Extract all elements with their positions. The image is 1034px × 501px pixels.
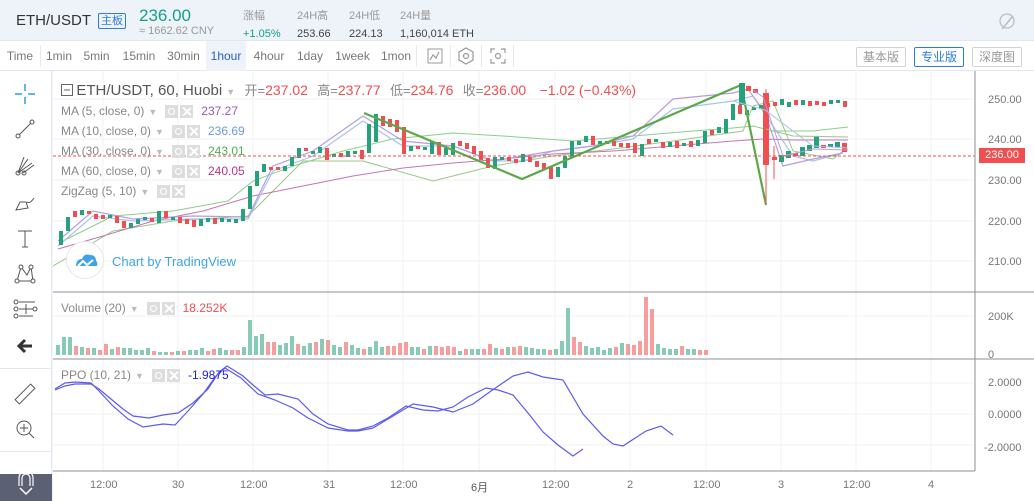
pair-name: ETH/USDT: [16, 12, 91, 29]
brush-icon[interactable]: [10, 188, 40, 218]
board-badge: 主板: [98, 13, 126, 29]
crosshair-icon[interactable]: [10, 79, 40, 109]
settings-icon[interactable]: [171, 125, 185, 139]
tab-1hour[interactable]: 1hour: [206, 41, 246, 71]
close-icon[interactable]: [180, 105, 194, 119]
settings-icon[interactable]: [165, 105, 179, 119]
settings-icon[interactable]: [151, 369, 165, 383]
current-price-tag: 236.00: [979, 148, 1025, 163]
stat-24h-volume: 24H量 1,160,014 ETH: [400, 10, 474, 40]
chart-canvas[interactable]: [53, 71, 1034, 501]
ppo-line: [54, 365, 584, 457]
close-icon[interactable]: [186, 165, 200, 179]
settings-icon[interactable]: [171, 165, 185, 179]
tab-5min[interactable]: 5min: [83, 49, 110, 63]
view-depth-button[interactable]: 深度图: [972, 47, 1022, 67]
chart-type-icon[interactable]: [425, 46, 445, 66]
chart-title: ETH/USDT, 60, Huobi: [76, 82, 223, 99]
stat-24h-low: 24H低 224.13: [349, 10, 383, 40]
fullscreen-icon[interactable]: [488, 46, 508, 66]
close-icon[interactable]: [161, 302, 175, 316]
legend-zigzag: ZigZag (5, 10) ▼: [61, 184, 186, 199]
legend-ma5: MA (5, close, 0) ▼ 237.27: [61, 104, 238, 119]
legend-ma10: MA (10, close, 0) ▼ 236.69: [61, 124, 245, 139]
legend-ma60: MA (60, close, 0) ▼ 240.05: [61, 164, 245, 179]
tab-1mon[interactable]: 1mon: [380, 49, 412, 63]
tradingview-watermark[interactable]: Chart by TradingView: [112, 254, 237, 269]
view-basic-button[interactable]: 基本版: [856, 47, 906, 67]
ruler-icon[interactable]: [10, 379, 40, 409]
tab-1min[interactable]: 1min: [45, 49, 72, 63]
tradingview-logo[interactable]: [66, 241, 104, 279]
close-icon[interactable]: [186, 145, 200, 159]
ticker-header: ETH/USDT 主板 236.00 ≈ 1662.62 CNY 涨幅 +1.05…: [0, 0, 1034, 41]
zoom-in-icon[interactable]: [10, 414, 40, 444]
legend-ppo: PPO (10, 21) ▼ -1.9875: [61, 368, 229, 383]
tab-15min[interactable]: 15min: [122, 49, 156, 63]
settings-icon[interactable]: [146, 302, 160, 316]
view-pro-button[interactable]: 专业版: [914, 47, 964, 67]
stat-24h-high: 24H高 253.66: [297, 10, 331, 40]
tab-time[interactable]: Time: [6, 49, 34, 63]
tab-1week[interactable]: 1week: [335, 49, 370, 63]
chevron-down-icon[interactable]: ▼: [226, 87, 236, 97]
main-legend: ETH/USDT, 60, Huobi ▼ 开=237.02 高=237.77 低…: [61, 80, 636, 99]
close-icon[interactable]: [166, 369, 180, 383]
settings-hexagon-icon[interactable]: [456, 46, 476, 66]
legend-ma30: MA (30, close, 0) ▼ 243.01: [61, 144, 245, 159]
open-value: 237.02: [265, 82, 308, 98]
high-value: 237.77: [337, 82, 381, 98]
trend-line-icon[interactable]: [10, 114, 40, 144]
text-icon[interactable]: [10, 224, 40, 254]
settings-icon[interactable]: [157, 185, 171, 199]
close-icon[interactable]: [172, 185, 186, 199]
tab-4hour[interactable]: 4hour: [253, 49, 285, 63]
tab-30min[interactable]: 30min: [167, 49, 200, 63]
stat-change: 涨幅 +1.05%: [243, 10, 281, 40]
tab-1day[interactable]: 1day: [296, 49, 324, 63]
measure-levels-icon[interactable]: [10, 294, 40, 324]
drawing-toolbar: [0, 71, 52, 501]
pattern-icon[interactable]: [10, 259, 40, 289]
change-value: −1.02 (−0.43%): [539, 82, 637, 98]
close-value: 236.00: [483, 82, 527, 98]
low-value: 234.76: [410, 82, 454, 98]
legend-volume: Volume (20) ▼ 18.252K: [61, 301, 228, 316]
magnet-icon: [18, 470, 34, 496]
pitchfork-icon[interactable]: [10, 151, 40, 181]
magnet-button[interactable]: [0, 470, 52, 501]
collapse-icon[interactable]: [61, 84, 73, 96]
cloud-icon: [76, 254, 98, 267]
close-icon[interactable]: [186, 125, 200, 139]
last-price: 236.00: [139, 6, 191, 25]
chart-area[interactable]: ETH/USDT, 60, Huobi ▼ 开=237.02 高=237.77 低…: [53, 71, 1034, 501]
paint-brush-icon[interactable]: [998, 12, 1018, 32]
back-arrow-icon[interactable]: [10, 331, 40, 361]
settings-icon[interactable]: [171, 145, 185, 159]
cny-price: ≈ 1662.62 CNY: [139, 25, 215, 37]
